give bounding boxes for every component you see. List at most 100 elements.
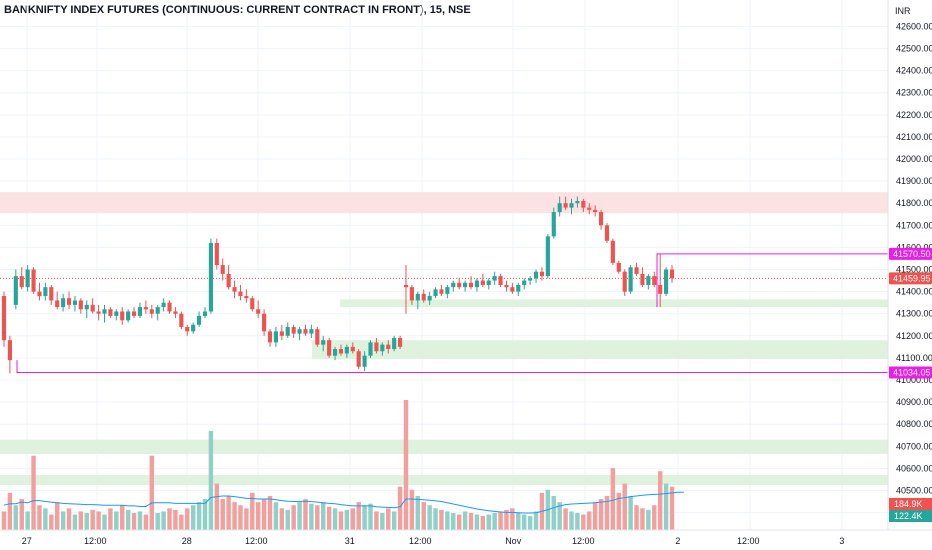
volume-bar [474, 514, 480, 530]
volume-bar [309, 503, 314, 530]
volume-bar [37, 505, 42, 530]
candle-body [90, 304, 95, 312]
candle-body [43, 287, 48, 297]
volume-bar [533, 511, 539, 530]
candle-body [279, 331, 284, 336]
volume-bar [456, 514, 462, 530]
candle-body [386, 344, 391, 350]
volume-bar [208, 430, 214, 530]
candle-body [622, 271, 627, 292]
volume-bar [451, 512, 456, 530]
candle-body [167, 302, 172, 312]
candle-body [256, 309, 261, 314]
candle-body [143, 307, 148, 310]
support-zone [0, 475, 888, 485]
y-tick-label: 41400.00 [896, 287, 932, 297]
volume-bar [652, 505, 657, 530]
volume-bar [202, 499, 208, 530]
x-tick-label: 3 [839, 536, 844, 546]
last-price-badge-bg [889, 272, 932, 285]
x-tick-label: 12:00 [84, 536, 107, 546]
x-tick-label: 12:00 [409, 536, 432, 546]
candle-body [510, 287, 515, 292]
x-tick-label: 28 [182, 536, 192, 546]
x-tick-label: 31 [345, 536, 355, 546]
volume-bar [427, 505, 432, 530]
candle-body [161, 302, 166, 308]
candle-body [664, 269, 669, 294]
x-tick-label: 12:00 [737, 536, 760, 546]
candle-body [13, 276, 18, 305]
candle-body [244, 296, 249, 299]
volume-bar [669, 486, 675, 530]
volume-bar [273, 502, 279, 530]
volume-bar [445, 511, 450, 530]
volume-bar [120, 505, 125, 530]
volume-bar [462, 511, 468, 530]
candle-body [658, 284, 663, 294]
volume-bar [628, 495, 633, 530]
candle-body [31, 269, 36, 292]
volume-bar [391, 511, 397, 530]
volume-bar [344, 509, 350, 530]
upper-level-badge: 41570.50 [893, 249, 931, 259]
x-tick-label: 12:00 [245, 536, 268, 546]
volume-bar [131, 512, 137, 530]
volume-bar [551, 495, 556, 530]
y-tick-label: 42600.00 [896, 21, 932, 31]
candle-body [522, 280, 527, 285]
y-tick-label: 42500.00 [896, 44, 932, 54]
candle-body [61, 298, 66, 308]
candle-body [581, 200, 586, 208]
support-zone [340, 299, 888, 308]
candle-body [120, 311, 125, 321]
candle-body [137, 307, 143, 316]
candle-body [126, 311, 131, 321]
candle-body [427, 296, 432, 301]
candle-body [652, 276, 657, 285]
candle-body [179, 313, 184, 327]
candle-body [528, 278, 533, 281]
candle-body [267, 331, 273, 343]
volume-bar [569, 511, 574, 530]
candle-body [208, 242, 213, 312]
volume-bar [102, 514, 107, 530]
candle-body [457, 282, 462, 288]
candle-body [37, 291, 42, 297]
candle-body [102, 309, 107, 314]
y-tick-label: 41100.00 [896, 353, 932, 363]
candle-body [492, 276, 497, 281]
lower-level-badge-bg [889, 366, 932, 379]
volume-bar [386, 508, 391, 530]
volume-bar [255, 502, 261, 530]
volume-bar [468, 512, 474, 530]
x-tick-label: 27 [22, 536, 32, 546]
candle-body [362, 355, 367, 367]
volume-bar [557, 502, 562, 530]
candle-body [262, 313, 267, 332]
y-tick-label: 40900.00 [896, 397, 932, 407]
y-tick-label: 42300.00 [896, 88, 932, 98]
volume-bar [179, 514, 184, 530]
volume-bar [575, 512, 580, 530]
volume-bar [90, 509, 95, 530]
candle-body [7, 340, 12, 361]
volume-bar [368, 503, 373, 530]
volume-bar [155, 512, 160, 530]
candle-body [226, 273, 231, 288]
candle-body [433, 289, 438, 297]
volume-bar [663, 483, 669, 530]
candle-body [19, 276, 24, 288]
y-tick-label: 40800.00 [896, 419, 932, 429]
volume-bar [173, 509, 178, 530]
x-tick-label: 2 [675, 536, 680, 546]
candle-body [214, 242, 219, 266]
volume-bar [433, 508, 438, 530]
volume-bar [303, 499, 308, 530]
volume-bar [622, 483, 627, 530]
volume-bar [149, 455, 155, 530]
candle-body [480, 280, 485, 285]
y-tick-label: 42100.00 [896, 132, 932, 142]
